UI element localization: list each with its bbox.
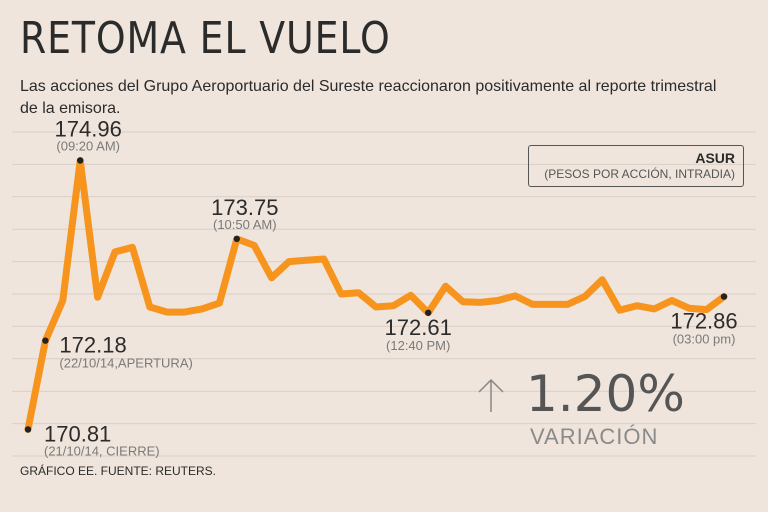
legend-units: (PESOS POR ACCIÓN, INTRADIA) xyxy=(544,167,735,181)
up-arrow-icon xyxy=(478,378,504,412)
annotation-time-label: (22/10/14,APERTURA) xyxy=(59,356,192,371)
legend-box: ASUR (PESOS POR ACCIÓN, INTRADIA) xyxy=(528,145,744,187)
grid-lines xyxy=(12,131,756,457)
annotation-value: 174.96 xyxy=(55,117,122,142)
annotation-value: 170.81 xyxy=(44,421,111,446)
variation-label: VARIACIÓN xyxy=(530,424,659,449)
annotation-marker xyxy=(425,309,432,316)
variation-value: 1.20% xyxy=(526,365,685,423)
annotation-marker xyxy=(720,293,728,300)
annotation-time-label: (03:00 pm) xyxy=(673,332,736,347)
source-note: GRÁFICO EE. FUENTE: REUTERS. xyxy=(20,464,217,478)
annotation-value: 173.75 xyxy=(211,195,278,220)
annotation-marker xyxy=(233,235,240,243)
chart-title: RETOMA EL VUELO xyxy=(20,13,391,64)
legend-ticker: ASUR xyxy=(695,150,735,166)
annotation-value: 172.61 xyxy=(385,315,452,340)
series-group xyxy=(24,157,728,433)
annotation-time-label: (09:20 AM) xyxy=(56,139,120,154)
annotation-marker xyxy=(42,337,49,344)
series-line-asur xyxy=(24,157,728,433)
chart-subtitle: Las acciones del Grupo Aeroportuario del… xyxy=(20,78,717,117)
annotation-value: 172.86 xyxy=(670,309,737,334)
annotation-marker xyxy=(24,426,32,433)
annotation-value: 172.18 xyxy=(59,333,126,358)
annotation-time-label: (12:40 PM) xyxy=(386,338,450,353)
annotation-marker xyxy=(77,157,84,164)
annotation-time-label: (10:50 AM) xyxy=(213,217,277,232)
annotation-time-label: (21/10/14, CIERRE) xyxy=(44,443,160,458)
annotations-group: 170.81(21/10/14, CIERRE) 172.18(22/10/14,… xyxy=(24,117,738,458)
